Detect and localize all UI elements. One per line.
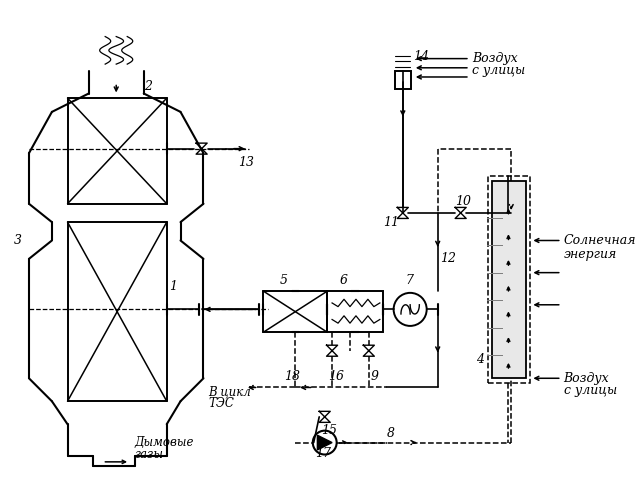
Bar [328, 291, 383, 332]
Text: 4: 4 [476, 353, 484, 367]
Text: 3: 3 [14, 234, 22, 247]
Text: 1: 1 [170, 280, 177, 293]
Text: 15: 15 [321, 424, 337, 437]
Text: 12: 12 [440, 252, 456, 265]
Text: 6: 6 [339, 275, 348, 287]
Text: 13: 13 [238, 156, 254, 169]
Text: 7: 7 [406, 275, 413, 287]
Text: ТЭС: ТЭС [208, 398, 234, 410]
Text: Солнечная: Солнечная [564, 234, 636, 247]
Bar [488, 176, 529, 383]
Text: с улицы: с улицы [564, 384, 617, 397]
Text: газы: газы [134, 448, 164, 461]
Text: 5: 5 [280, 275, 288, 287]
Text: 14: 14 [413, 50, 429, 63]
Bar [492, 181, 526, 378]
Bar [394, 70, 411, 89]
Text: 10: 10 [455, 195, 471, 209]
Text: 17: 17 [316, 447, 332, 460]
Text: В цикл: В цикл [208, 386, 251, 399]
Text: 2: 2 [144, 80, 152, 92]
Polygon shape [317, 435, 332, 450]
Text: 8: 8 [387, 427, 395, 440]
Text: с улицы: с улицы [472, 64, 525, 77]
Text: Воздух: Воздух [564, 372, 609, 385]
Text: Дымовые: Дымовые [134, 436, 194, 449]
Text: 11: 11 [383, 215, 399, 229]
Text: 16: 16 [328, 370, 344, 383]
Text: 9: 9 [371, 370, 379, 383]
Text: 18: 18 [284, 370, 300, 383]
Text: Воздух: Воздух [472, 52, 517, 65]
Text: энергия: энергия [564, 248, 617, 261]
